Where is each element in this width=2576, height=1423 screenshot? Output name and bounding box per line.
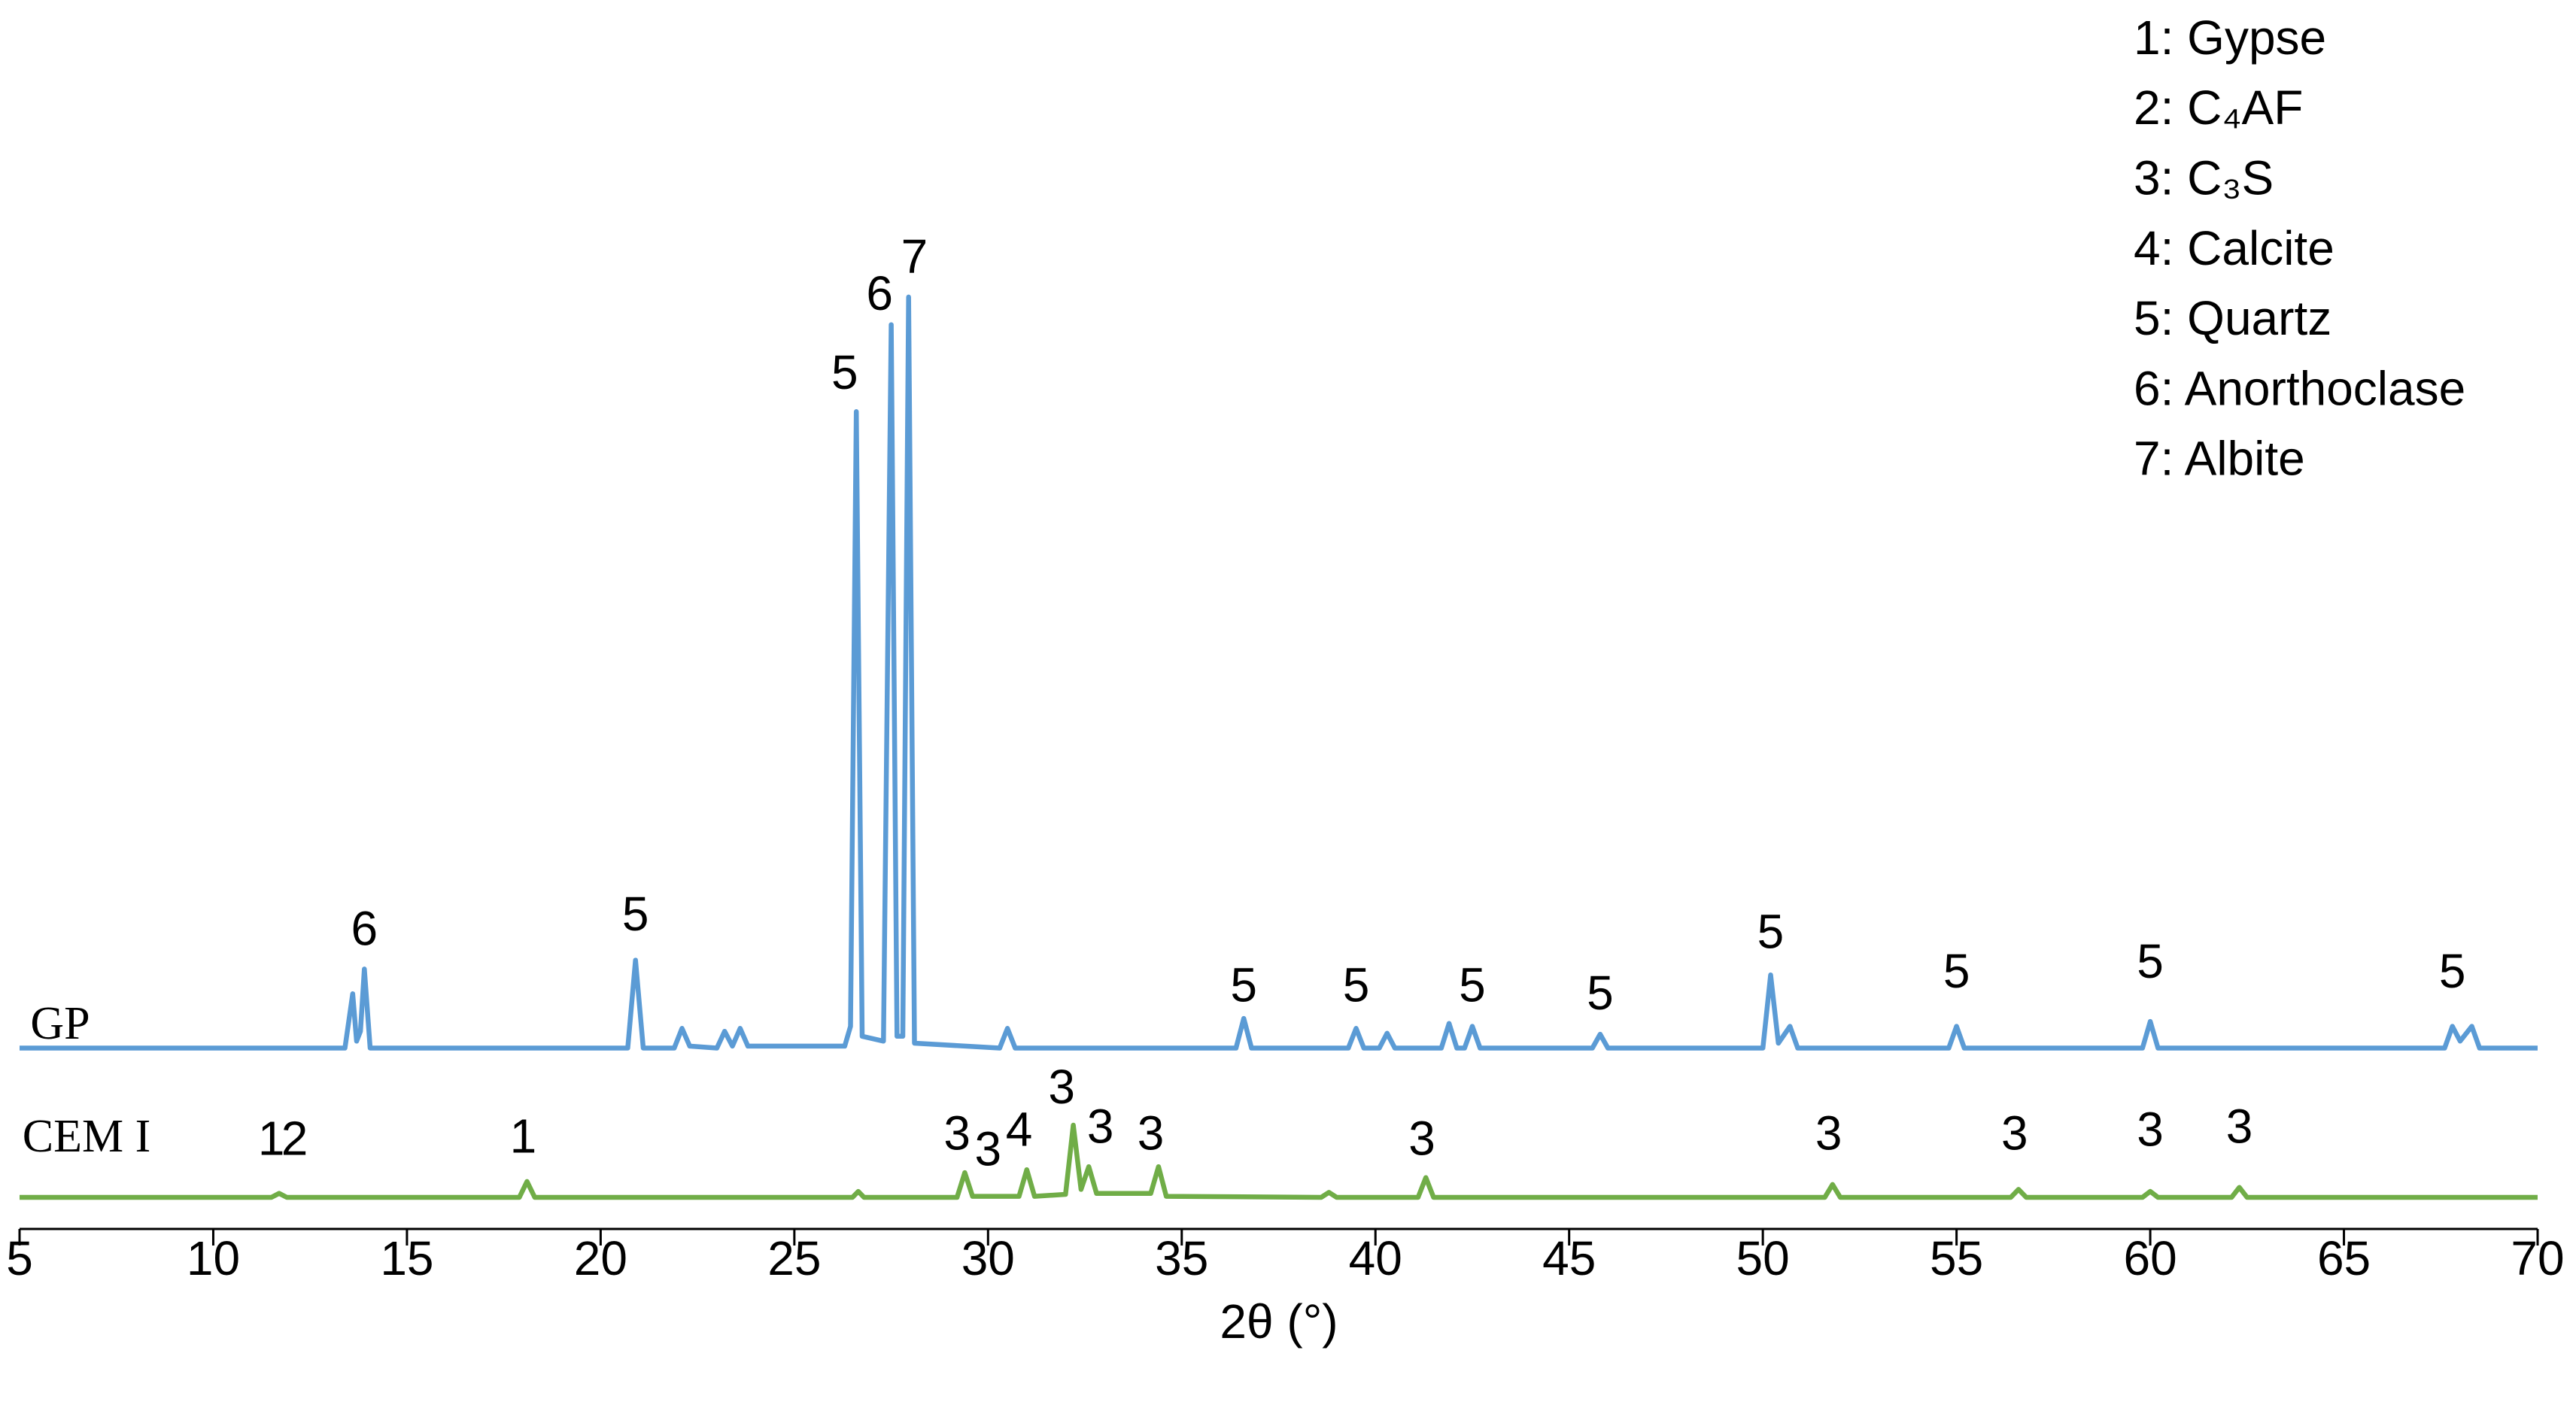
peak-label: 5 (831, 345, 858, 399)
peak-label: 3 (943, 1106, 971, 1161)
peak-label: 1 (258, 1111, 285, 1165)
peak-label: 5 (1230, 958, 1257, 1012)
peak-label: 5 (2137, 934, 2164, 988)
series-label: CEM I (22, 1111, 151, 1162)
peak-label: 6 (351, 902, 378, 956)
peak-label: 3 (975, 1122, 1002, 1176)
x-tick-label: 20 (574, 1231, 627, 1285)
peak-label: 5 (1459, 958, 1486, 1012)
peak-label: 3 (2001, 1106, 2028, 1161)
series-label: GP (30, 998, 90, 1049)
x-tick-label: 10 (187, 1231, 240, 1285)
series-line (20, 1122, 2538, 1200)
x-tick-label: 15 (380, 1231, 433, 1285)
x-tick-label: 60 (2123, 1231, 2177, 1285)
x-tick-label: 55 (1930, 1231, 1983, 1285)
peak-label: 3 (2137, 1102, 2164, 1156)
peak-label: 5 (1343, 958, 1370, 1012)
peak-label: 5 (1943, 944, 1970, 998)
x-tick-label: 25 (767, 1231, 821, 1285)
peak-label: 3 (1087, 1100, 1114, 1154)
x-tick-label: 45 (1542, 1231, 1596, 1285)
peak-label: 5 (1757, 905, 1785, 959)
peak-label: 3 (1138, 1106, 1165, 1161)
phase-key: 2: C₄AF (2134, 80, 2303, 135)
x-tick-label: 35 (1155, 1231, 1208, 1285)
peak-label: 3 (1408, 1111, 1435, 1165)
peak-label: 3 (2226, 1100, 2253, 1154)
peak-label: 1 (510, 1109, 537, 1164)
phase-key: 6: Anorthoclase (2134, 361, 2465, 415)
phase-key: 5: Quartz (2134, 291, 2331, 345)
x-tick-label: 30 (961, 1231, 1015, 1285)
peak-label: 2 (281, 1111, 308, 1165)
phase-key: 1: Gypse (2134, 11, 2326, 65)
x-tick-label: 5 (6, 1231, 33, 1285)
x-tick-label: 50 (1736, 1231, 1790, 1285)
x-axis-label: 2θ (°) (1220, 1294, 1338, 1349)
peak-label: 5 (622, 887, 649, 941)
peak-label: 5 (2439, 944, 2466, 998)
series-line (20, 294, 2538, 1051)
peak-label: 7 (901, 229, 928, 284)
phase-key: 4: Calcite (2134, 221, 2334, 275)
x-tick-label: 40 (1349, 1231, 1402, 1285)
peak-label: 4 (1006, 1102, 1033, 1156)
phase-key: 3: C₃S (2134, 151, 2274, 205)
phase-key: 7: Albite (2134, 432, 2305, 486)
x-tick-label: 65 (2317, 1231, 2371, 1285)
peak-label: 3 (1048, 1060, 1075, 1114)
peak-label: 6 (866, 266, 893, 320)
x-tick-label: 70 (2511, 1231, 2564, 1285)
peak-label: 3 (1815, 1106, 1842, 1161)
peak-label: 5 (1587, 966, 1614, 1020)
